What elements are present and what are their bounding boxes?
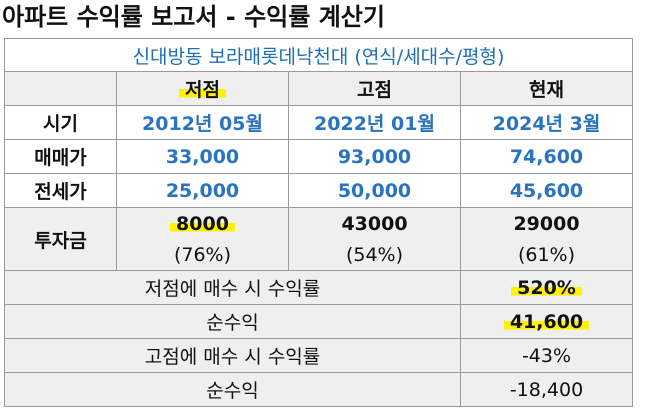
header-low-label: 저점 — [179, 79, 226, 101]
row-label-sale-price: 매매가 — [4, 139, 117, 174]
investment-low: 8000 — [116, 207, 289, 240]
low-net-profit-cell: 41,600 — [460, 304, 633, 339]
investment-row: 투자금 8000 43000 29000 — [4, 207, 633, 271]
jeonse-price-current: 45,600 — [460, 173, 633, 208]
table-row: 시기 2012년 05월 2022년 01월 2024년 3월 — [4, 105, 633, 140]
investment-ratio-low: (76%) — [116, 240, 289, 271]
header-current: 현재 — [460, 71, 633, 106]
sale-price-current: 74,600 — [460, 139, 633, 174]
row-label-period: 시기 — [4, 105, 117, 140]
summary-row: 저점에 매수 시 수익률 520% — [4, 270, 633, 305]
investment-high: 43000 — [288, 207, 461, 240]
high-net-profit-value: -18,400 — [460, 372, 633, 407]
row-label-jeonse-price: 전세가 — [4, 173, 117, 208]
row-label-investment: 투자금 — [4, 207, 117, 271]
sale-price-high: 93,000 — [288, 139, 461, 174]
high-net-profit-label: 순수익 — [4, 372, 461, 407]
investment-current: 29000 — [460, 207, 633, 240]
jeonse-price-high: 50,000 — [288, 173, 461, 208]
investment-ratio-current: (61%) — [460, 240, 633, 271]
period-high: 2022년 01월 — [288, 105, 461, 140]
table-row: 매매가 33,000 93,000 74,600 — [4, 139, 633, 174]
high-buy-yield-label: 고점에 매수 시 수익률 — [4, 338, 461, 373]
jeonse-price-low: 25,000 — [116, 173, 289, 208]
header-row: 저점 고점 현재 — [4, 71, 633, 106]
report-title: 아파트 수익률 보고서 - 수익률 계산기 — [2, 3, 385, 31]
sale-price-low: 33,000 — [116, 139, 289, 174]
yield-table: 신대방동 보라매롯데낙천대 (연식/세대수/평형) 저점 고점 현재 시기 20… — [4, 38, 633, 407]
low-net-profit-value: 41,600 — [503, 310, 590, 333]
high-buy-yield-value: -43% — [460, 338, 633, 373]
period-current: 2024년 3월 — [460, 105, 633, 140]
apartment-subtitle: 신대방동 보라매롯데낙천대 (연식/세대수/평형) — [4, 38, 633, 72]
summary-row: 순수익 41,600 — [4, 304, 633, 339]
investment-ratio-row: (76%) (54%) (61%) — [4, 240, 633, 271]
header-high: 고점 — [288, 71, 461, 106]
investment-low-amount: 8000 — [170, 213, 235, 235]
summary-row: 고점에 매수 시 수익률 -43% — [4, 338, 633, 373]
low-buy-yield-value: 520% — [511, 276, 582, 299]
summary-row: 순수익 -18,400 — [4, 372, 633, 407]
header-empty-cell — [4, 71, 117, 106]
header-low: 저점 — [116, 71, 289, 106]
period-low: 2012년 05월 — [116, 105, 289, 140]
low-buy-yield-cell: 520% — [460, 270, 633, 305]
investment-ratio-high: (54%) — [288, 240, 461, 271]
low-net-profit-label: 순수익 — [4, 304, 461, 339]
low-buy-yield-label: 저점에 매수 시 수익률 — [4, 270, 461, 305]
table-row: 전세가 25,000 50,000 45,600 — [4, 173, 633, 208]
